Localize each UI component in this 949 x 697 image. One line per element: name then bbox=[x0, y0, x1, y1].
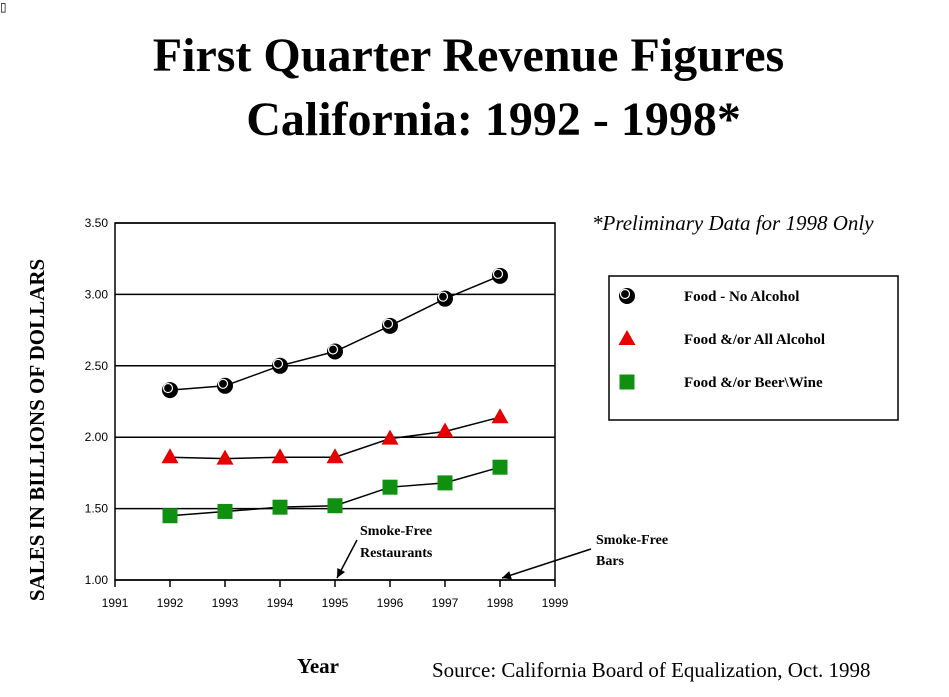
series-1-point bbox=[162, 382, 178, 399]
annotation-arrow-bars bbox=[501, 548, 592, 579]
series-1-point-highlight bbox=[217, 378, 229, 389]
preliminary-data-note: *Preliminary Data for 1998 Only bbox=[592, 211, 874, 235]
y-tick-label: 3.50 bbox=[85, 216, 109, 230]
series-1-point-highlight bbox=[382, 318, 394, 329]
chart-title-line-2: California: 1992 - 1998* bbox=[246, 93, 741, 146]
series-1-point bbox=[217, 377, 233, 394]
legend-marker bbox=[618, 330, 636, 345]
series-2-point bbox=[491, 408, 509, 424]
series-2-point bbox=[326, 448, 344, 464]
corner-glyph: ▯ bbox=[0, 0, 7, 14]
series-2-point bbox=[216, 449, 234, 465]
series-1-point-highlight bbox=[272, 358, 284, 369]
series-2-point bbox=[381, 429, 399, 445]
chart-title-line-1: First Quarter Revenue Figures bbox=[152, 29, 785, 82]
annotation-line: Bars bbox=[596, 554, 625, 569]
x-tick-label: 1994 bbox=[267, 596, 294, 610]
annotation-arrow-bars-head bbox=[502, 571, 512, 580]
series-2-point bbox=[436, 422, 454, 438]
legend-label: Food &/or All Alcohol bbox=[684, 332, 825, 348]
y-tick-label: 2.00 bbox=[85, 430, 109, 444]
x-tick-label: 1997 bbox=[432, 596, 459, 610]
source-note: Source: California Board of Equalization… bbox=[432, 658, 871, 682]
series-1-point bbox=[272, 357, 288, 374]
y-axis-title: SALES IN BILLIONS OF DOLLARS bbox=[25, 259, 49, 601]
y-tick-label: 1.00 bbox=[85, 573, 109, 587]
x-axis-title: Year bbox=[297, 654, 339, 678]
annotation-arrow-restaurants-head bbox=[337, 568, 346, 578]
series-3-point bbox=[437, 475, 453, 491]
x-tick-label: 1992 bbox=[157, 596, 184, 610]
annotation-line: Smoke-Free bbox=[360, 524, 432, 539]
series-1-point-highlight bbox=[492, 268, 504, 279]
legend-marker-highlight bbox=[619, 288, 631, 300]
y-tick-label: 1.50 bbox=[85, 502, 109, 516]
series-3-point bbox=[272, 499, 288, 515]
series-1-point bbox=[382, 317, 398, 334]
x-tick-label: 1998 bbox=[487, 596, 514, 610]
series-3-point bbox=[382, 479, 398, 495]
series-1-point bbox=[492, 267, 508, 284]
series-3-point bbox=[217, 503, 233, 519]
x-tick-label: 1996 bbox=[377, 596, 404, 610]
series-2-point bbox=[271, 448, 289, 464]
legend-marker bbox=[619, 374, 635, 390]
series-3-point bbox=[492, 459, 508, 475]
series-1-point-highlight bbox=[162, 382, 174, 394]
x-tick-label: 1993 bbox=[212, 596, 239, 610]
legend-box bbox=[608, 275, 899, 421]
series-3-point bbox=[327, 498, 343, 514]
series-3-point bbox=[162, 508, 178, 524]
legend-marker bbox=[619, 288, 635, 304]
series-1-point bbox=[437, 290, 453, 307]
series-1-point-highlight bbox=[327, 344, 339, 355]
annotation-line: Smoke-Free bbox=[596, 533, 668, 548]
series-1-point-highlight bbox=[437, 291, 449, 302]
legend-label: Food &/or Beer\Wine bbox=[684, 375, 823, 391]
annotation-line: Restaurants bbox=[360, 546, 433, 561]
x-tick-label: 1995 bbox=[322, 596, 349, 610]
legend-label: Food - No Alcohol bbox=[684, 289, 799, 305]
y-tick-label: 3.00 bbox=[85, 287, 109, 301]
series-1-point bbox=[327, 343, 343, 360]
y-tick-label: 2.50 bbox=[85, 359, 109, 373]
x-tick-label: 1999 bbox=[542, 596, 569, 610]
x-tick-label: 1991 bbox=[102, 596, 129, 610]
series-2-point bbox=[161, 448, 179, 464]
plot-frame bbox=[114, 222, 556, 581]
